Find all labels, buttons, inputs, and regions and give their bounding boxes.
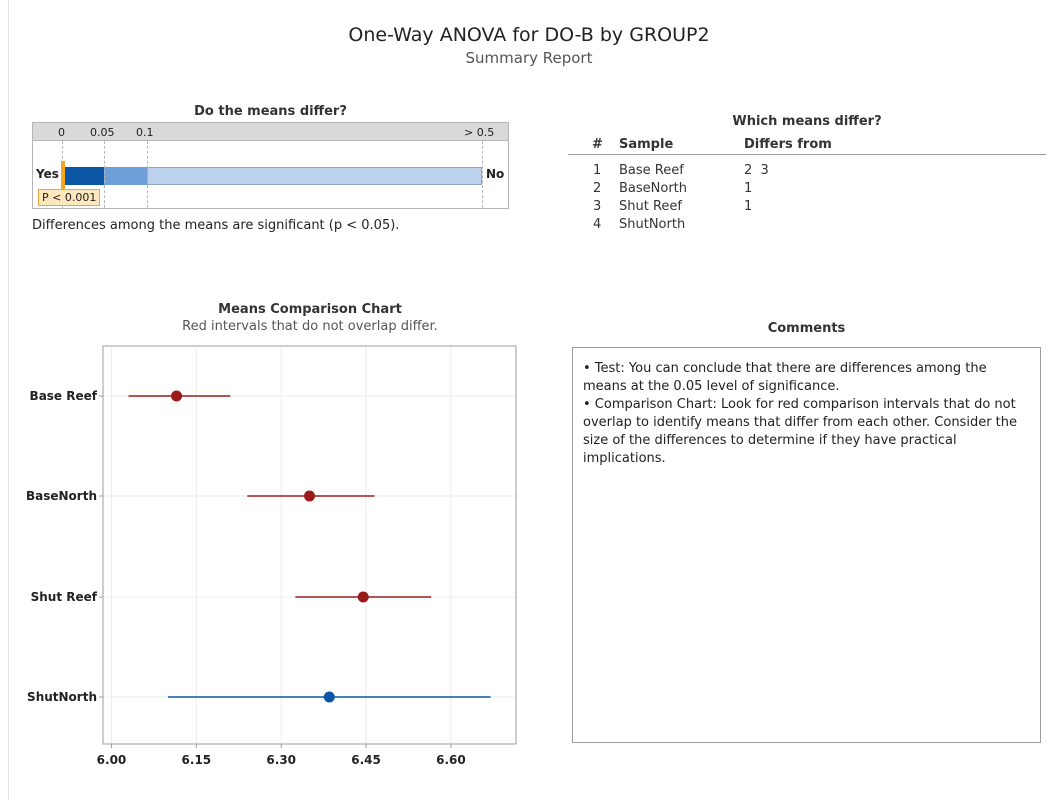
differ-header-differs: Differs from bbox=[744, 137, 832, 152]
chart-x-tick-label: 6.15 bbox=[182, 753, 212, 767]
report-title: One-Way ANOVA for DO-B by GROUP2 bbox=[348, 24, 710, 46]
row-num: 4 bbox=[593, 217, 602, 232]
chart-subtitle: Red intervals that do not overlap differ… bbox=[182, 319, 438, 334]
report-subtitle: Summary Report bbox=[465, 49, 593, 67]
chart-y-tick-label: Shut Reef bbox=[31, 590, 98, 604]
row-sample: Shut Reef bbox=[619, 199, 682, 214]
pvalue-conclusion: Differences among the means are signific… bbox=[32, 218, 400, 233]
row-sample: ShutNorth bbox=[619, 217, 686, 232]
chart-x-tick-label: 6.45 bbox=[351, 753, 381, 767]
chart-title: Means Comparison Chart bbox=[218, 302, 402, 317]
pvalue-label: P < 0.001 bbox=[38, 189, 101, 206]
table-row: 1 Base Reef 2 3 bbox=[0, 163, 1058, 181]
chart-x-tick-label: 6.60 bbox=[436, 753, 466, 767]
pvalue-segment-marginal bbox=[104, 167, 147, 185]
table-row: 3 Shut Reef 1 bbox=[0, 199, 1058, 217]
row-differs: 1 bbox=[744, 199, 753, 214]
pvalue-scale-bar bbox=[32, 122, 509, 141]
pvalue-panel bbox=[32, 141, 509, 209]
pvalue-yes-label: Yes bbox=[36, 167, 59, 181]
chart-x-tick-label: 6.30 bbox=[266, 753, 296, 767]
row-num: 3 bbox=[593, 199, 602, 214]
chart-mean-point bbox=[357, 591, 369, 603]
row-sample: Base Reef bbox=[619, 163, 684, 178]
comments-title: Comments bbox=[767, 321, 846, 336]
pvalue-gridline bbox=[147, 141, 148, 208]
chart-mean-point bbox=[171, 390, 183, 402]
differ-header-rule bbox=[568, 154, 1046, 155]
pvalue-tick-01: 0.1 bbox=[136, 126, 154, 139]
left-rule bbox=[8, 0, 9, 800]
chart-y-tick-label: Base Reef bbox=[30, 389, 98, 403]
comment-test: • Test: You can conclude that there are … bbox=[583, 361, 987, 394]
chart-y-tick-label: ShutNorth bbox=[27, 690, 97, 704]
pvalue-gridline bbox=[482, 141, 483, 208]
row-num: 1 bbox=[593, 163, 602, 178]
table-row: 2 BaseNorth 1 bbox=[0, 181, 1058, 199]
chart-y-tick-label: BaseNorth bbox=[26, 489, 97, 503]
row-sample: BaseNorth bbox=[619, 181, 688, 196]
pvalue-marker bbox=[61, 161, 65, 191]
pvalue-section-title: Do the means differ? bbox=[194, 104, 347, 119]
table-row: 4 ShutNorth bbox=[0, 217, 1058, 235]
chart-x-tick-label: 6.00 bbox=[97, 753, 127, 767]
comments-box: • Test: You can conclude that there are … bbox=[572, 347, 1041, 743]
pvalue-segment-significant bbox=[62, 167, 104, 185]
pvalue-tick-05: > 0.5 bbox=[464, 126, 495, 139]
pvalue-gridline bbox=[104, 141, 105, 208]
chart-mean-point bbox=[323, 691, 335, 703]
pvalue-no-label: No bbox=[486, 167, 505, 181]
row-num: 2 bbox=[593, 181, 602, 196]
pvalue-tick-005: 0.05 bbox=[90, 126, 115, 139]
differ-header-num: # bbox=[592, 137, 603, 152]
differ-header-sample: Sample bbox=[619, 137, 674, 152]
comment-chart: • Comparison Chart: Look for red compari… bbox=[583, 397, 1018, 466]
row-differs: 2 3 bbox=[744, 163, 769, 178]
chart-mean-point bbox=[304, 490, 315, 502]
differ-section-title: Which means differ? bbox=[732, 114, 882, 129]
pvalue-tick-0: 0 bbox=[58, 126, 65, 139]
chart-plot-area bbox=[102, 345, 517, 745]
row-differs: 1 bbox=[744, 181, 753, 196]
